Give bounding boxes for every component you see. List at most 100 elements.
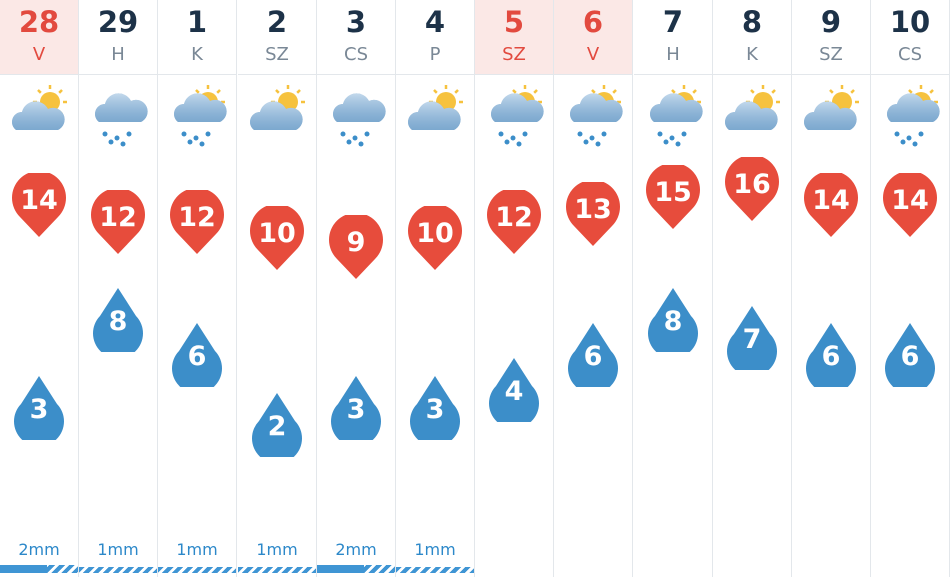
day-name: SZ: [265, 44, 289, 65]
max-temp-value: 14: [20, 185, 58, 217]
max-temp-pin: 10: [249, 206, 305, 272]
rain-cloud-icon: [85, 82, 151, 148]
sun-rain-icon: [164, 82, 230, 148]
max-temp-pin: 10: [407, 206, 463, 272]
max-temp-pin: 9: [328, 214, 384, 281]
day-name: V: [586, 44, 600, 65]
day-name: CS: [898, 44, 922, 65]
sun-cloud-icon: [719, 82, 785, 148]
day-date: 2: [266, 5, 288, 39]
day-column[interactable]: 29 H 12 8 1mm: [79, 0, 158, 577]
day-column[interactable]: 1 K 12 6 1mm: [158, 0, 237, 577]
min-temp-value: 6: [900, 341, 920, 372]
max-temp-value: 12: [99, 201, 137, 233]
max-temp-value: 10: [258, 218, 296, 250]
min-temp-drop: 8: [645, 286, 701, 352]
min-temp-value: 8: [108, 306, 128, 337]
max-temp-value: 13: [574, 193, 612, 225]
min-temp-drop: 3: [328, 374, 384, 440]
day-date: 9: [820, 5, 842, 39]
max-temp-pin: 13: [565, 181, 621, 248]
day-header: 2 SZ: [238, 0, 316, 75]
min-temp-drop: 6: [803, 321, 859, 387]
min-temp-value: 7: [742, 323, 762, 355]
min-temp-drop: 6: [882, 321, 938, 387]
day-header: 10 CS: [871, 0, 949, 75]
precipitation-amount: 1mm: [256, 540, 298, 559]
day-name: V: [32, 44, 46, 65]
sun-cloud-icon: [6, 82, 72, 148]
day-column[interactable]: 10 CS 14 6: [871, 0, 950, 577]
day-column[interactable]: 8 K 16 7: [713, 0, 792, 577]
sun-rain-icon: [560, 82, 626, 148]
day-date: 29: [97, 5, 139, 39]
sun-rain-icon: [877, 82, 943, 148]
min-temp-drop: 3: [11, 374, 67, 440]
max-temp-value: 12: [178, 201, 216, 233]
sun-cloud-icon: [402, 82, 468, 148]
precipitation-amount: 2mm: [18, 540, 60, 559]
sun-rain-icon: [640, 82, 706, 148]
min-temp-value: 3: [425, 393, 445, 425]
day-name: K: [746, 44, 758, 65]
precipitation-amount: 1mm: [97, 540, 139, 559]
precipitation-bar: [79, 567, 157, 573]
max-temp-pin: 12: [169, 189, 225, 256]
day-date: 28: [18, 5, 60, 39]
day-date: 10: [889, 5, 931, 39]
day-date: 3: [345, 5, 367, 39]
day-column[interactable]: 4 P 10 3 1mm: [396, 0, 475, 577]
max-temp-pin: 16: [724, 157, 780, 223]
precipitation-bar: [0, 565, 78, 573]
min-temp-value: 2: [267, 411, 287, 442]
day-name: K: [191, 44, 203, 65]
min-temp-drop: 2: [249, 391, 305, 457]
day-name: H: [111, 44, 125, 65]
day-name: H: [666, 44, 680, 65]
day-header: 29 H: [79, 0, 157, 75]
day-name: SZ: [502, 44, 526, 65]
min-temp-drop: 6: [565, 321, 621, 387]
day-date: 1: [186, 5, 208, 39]
day-column[interactable]: 6 V 13 6: [554, 0, 633, 577]
precipitation-amount: 1mm: [176, 540, 218, 559]
day-header: 3 CS: [317, 0, 395, 75]
day-name: P: [429, 44, 441, 65]
min-temp-value: 3: [29, 393, 49, 425]
day-name: CS: [344, 44, 368, 65]
precipitation-bar: [158, 567, 236, 573]
precipitation-bar: [396, 567, 474, 573]
day-column[interactable]: 2 SZ 10 2 1mm: [238, 0, 317, 577]
sun-rain-icon: [481, 82, 547, 148]
day-header: 28 V: [0, 0, 78, 75]
max-temp-pin: 15: [645, 165, 701, 231]
max-temp-value: 15: [654, 177, 692, 209]
max-temp-pin: 14: [882, 173, 938, 239]
max-temp-value: 14: [812, 185, 850, 217]
max-temp-pin: 14: [803, 173, 859, 239]
day-column[interactable]: 7 H 15 8: [634, 0, 713, 577]
sun-cloud-icon: [244, 82, 310, 148]
day-date: 8: [741, 5, 763, 39]
day-header: 5 SZ: [475, 0, 553, 75]
min-temp-drop: 8: [90, 286, 146, 352]
max-temp-value: 16: [733, 169, 771, 200]
sun-cloud-icon: [798, 82, 864, 148]
min-temp-drop: 4: [486, 356, 542, 422]
day-date: 4: [424, 5, 446, 39]
day-column[interactable]: 3 CS 9 3 2mm: [317, 0, 396, 577]
min-temp-value: 4: [504, 376, 524, 407]
day-column[interactable]: 9 SZ 14 6: [792, 0, 871, 577]
precipitation-amount: 1mm: [414, 540, 456, 559]
max-temp-value: 9: [346, 226, 366, 258]
max-temp-value: 10: [416, 218, 454, 250]
day-column[interactable]: 5 SZ 12 4: [475, 0, 554, 577]
day-column[interactable]: 28 V 14 3 2mm: [0, 0, 79, 577]
min-temp-value: 6: [583, 341, 603, 372]
min-temp-value: 6: [821, 341, 841, 372]
rain-cloud-icon: [323, 82, 389, 148]
